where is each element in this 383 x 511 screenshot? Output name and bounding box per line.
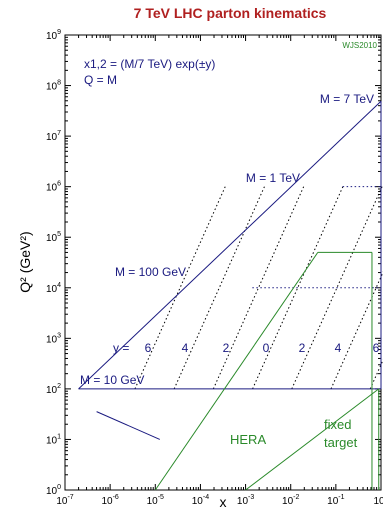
rapidity-line [134,186,226,390]
y-tick-label: 100 [46,484,61,497]
x-tick-label: 10-7 [56,494,73,507]
y-tick-label: 108 [46,80,61,93]
rapidity-label: 6 [373,341,380,355]
x-tick-label: 10-2 [282,494,299,507]
x-tick-label: 10-4 [192,494,209,507]
y-tick-label: 105 [46,231,61,244]
mass-label-7tev: M = 7 TeV [320,92,374,106]
rapidity-line [291,186,383,390]
rapidity-labels: 6 4 2 0 2 4 6 [145,341,380,355]
rapidity-label: 6 [145,341,152,355]
rapidity-label: 2 [299,341,306,355]
formula-q-equals-m: Q = M [84,73,117,87]
rapidity-label: 4 [182,341,189,355]
y-tick-label: 109 [46,29,61,42]
x-tick-label: 100 [373,494,383,507]
y-tick-label: 104 [46,282,61,295]
rapidity-line [173,186,265,390]
hera-boundary-lower [154,252,319,491]
rapidity-line [212,186,305,390]
rapidity-prefix: y = [113,341,129,355]
mass-label-10gev: M = 10 GeV [80,373,144,387]
fixed-target-boundary [245,388,380,491]
chart-title: 7 TeV LHC parton kinematics [134,5,327,21]
y-tick-label: 107 [46,130,61,143]
watermark-label: WJS2010 [342,41,377,50]
rapidity-line [330,271,383,390]
x-tick-labels: 10-7 10-6 10-5 10-4 10-3 10-2 10-1 100 [56,494,383,507]
axis-ticks [64,34,382,491]
mass-label-100gev: M = 100 GeV [115,265,186,279]
region-label-fixed: fixed [324,417,351,432]
lhc-bottom-diagonal [96,411,161,440]
x-axis-label: x [220,494,227,510]
y-tick-label: 101 [46,433,61,446]
formula-x12: x1,2 = (M/7 TeV) exp(±y) [84,57,215,71]
region-label-hera: HERA [230,432,266,447]
y-tick-label: 106 [46,181,61,194]
y-tick-label: 102 [46,383,61,396]
rapidity-label: 0 [263,341,270,355]
x-tick-label: 10-3 [237,494,254,507]
rapidity-label: 4 [335,341,342,355]
rapidity-line [252,186,344,390]
region-boundaries [154,251,380,491]
y-tick-label: 103 [46,332,61,345]
mass-lines [78,100,382,440]
x-tick-label: 10-1 [327,494,344,507]
lhc-upper-boundary [78,100,382,390]
rapidity-lines [134,186,383,390]
x-tick-label: 10-5 [147,494,164,507]
region-label-target: target [324,435,358,450]
y-tick-labels: 100 101 102 103 104 105 106 107 108 109 [46,29,61,497]
y-axis-label: Q² (GeV²) [17,231,33,292]
rapidity-label: 2 [223,341,230,355]
x-tick-label: 10-6 [101,494,118,507]
mass-label-1tev: M = 1 TeV [246,171,300,185]
